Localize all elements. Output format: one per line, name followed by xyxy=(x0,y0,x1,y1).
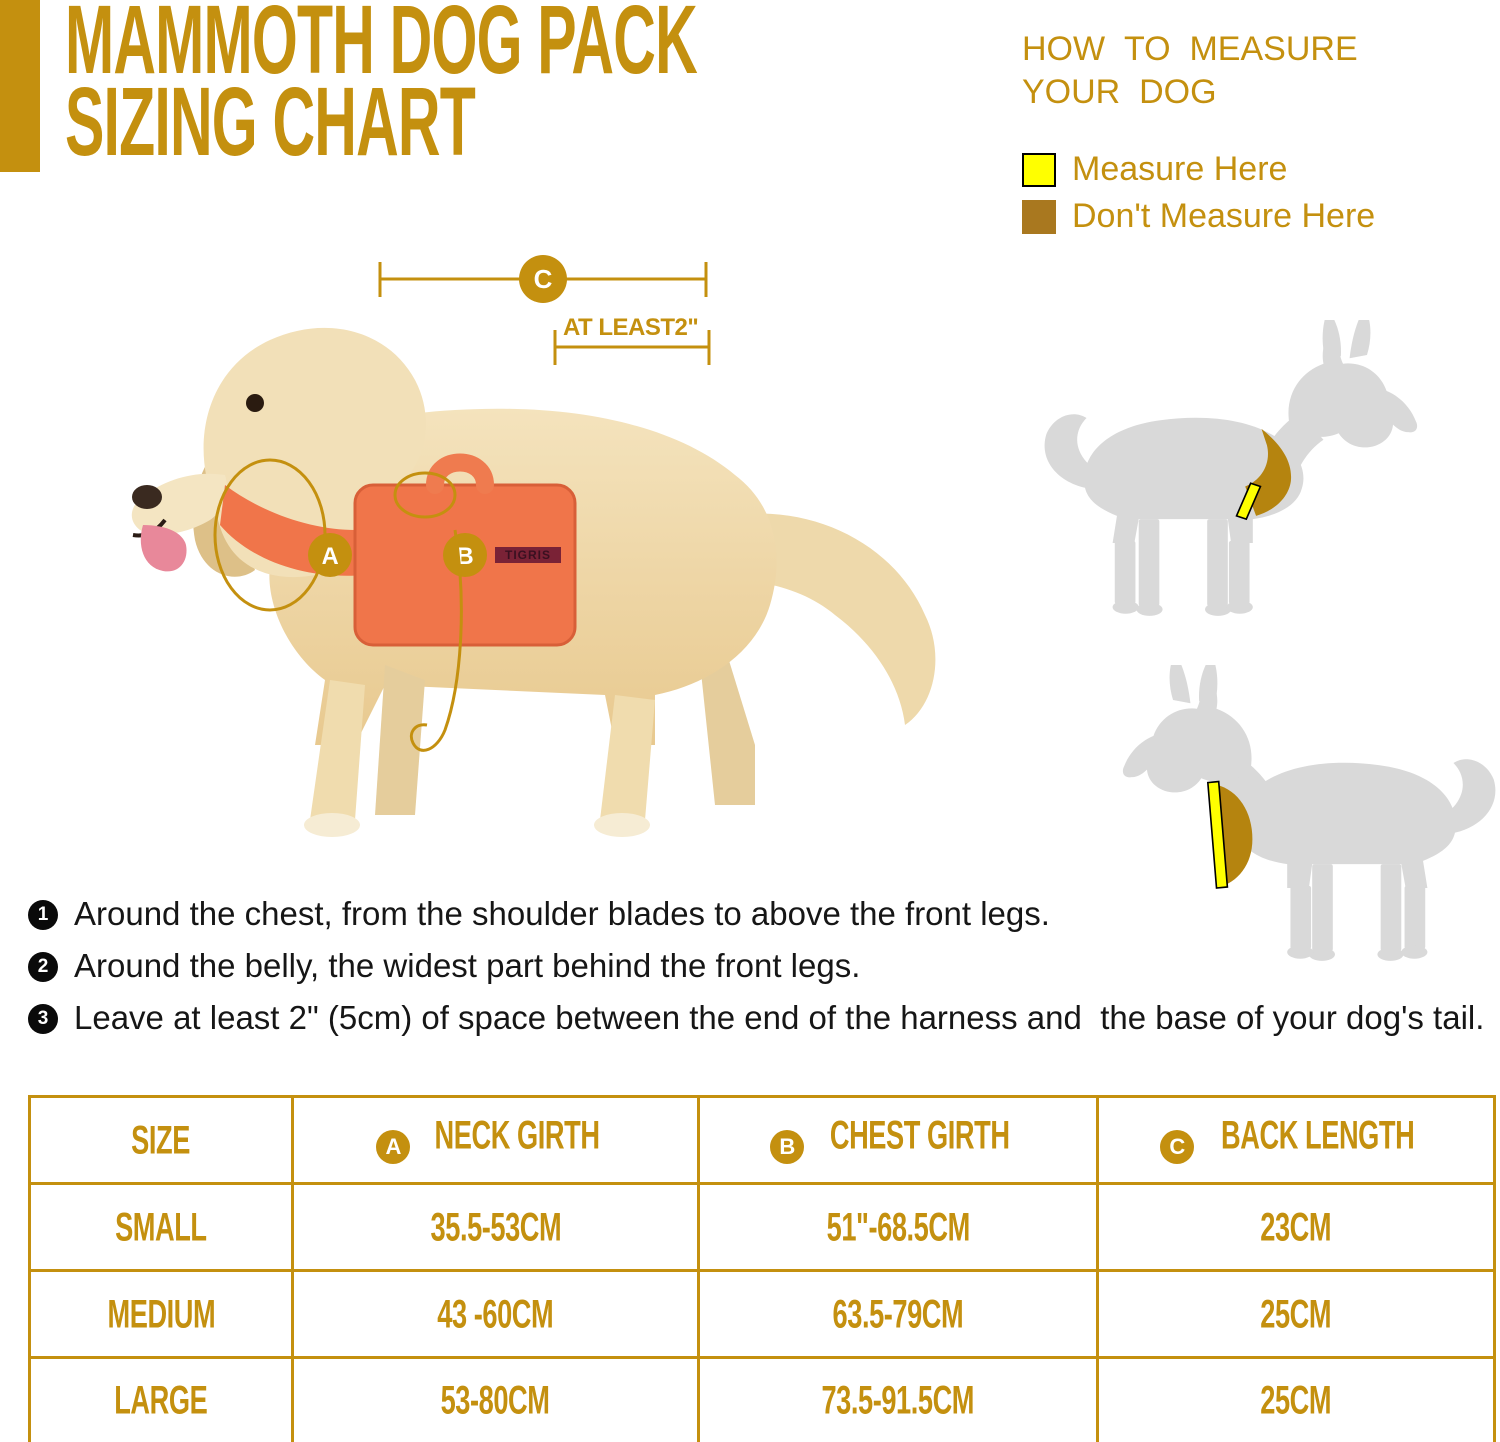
svg-text:AT LEAST2": AT LEAST2" xyxy=(563,314,698,341)
svg-text:TIGRIS: TIGRIS xyxy=(505,548,551,562)
svg-text:C: C xyxy=(534,264,553,294)
